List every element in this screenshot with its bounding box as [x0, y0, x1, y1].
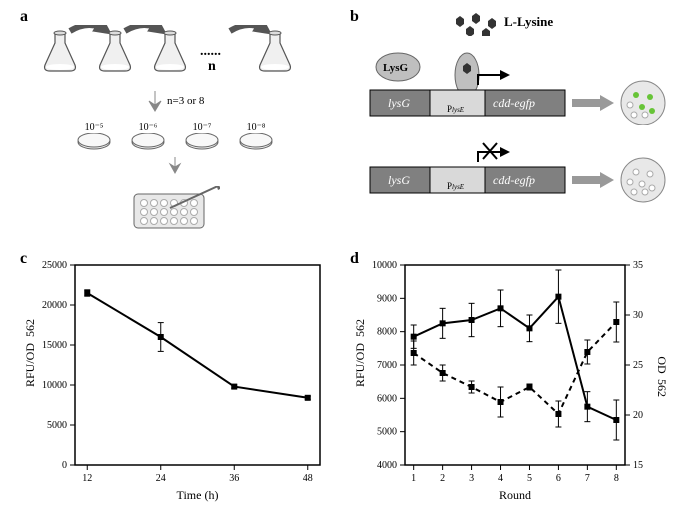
- svg-text:0: 0: [62, 460, 67, 471]
- svg-text:7: 7: [585, 473, 590, 484]
- svg-text:3: 3: [469, 473, 474, 484]
- svg-text:10000: 10000: [372, 260, 397, 271]
- svg-text:48: 48: [303, 473, 313, 484]
- svg-text:20000: 20000: [42, 300, 67, 311]
- svg-text:35: 35: [633, 260, 643, 271]
- svg-text:10000: 10000: [42, 380, 67, 391]
- dilution-label: 10⁻⁶: [139, 122, 158, 133]
- svg-text:6: 6: [556, 473, 561, 484]
- multiwell-plate: [20, 186, 330, 232]
- panel-a: ...... n n=3 or 8 10⁻⁵ 10⁻⁶ 10⁻⁷ 10⁻⁸: [20, 10, 330, 240]
- n-label: n: [208, 59, 216, 74]
- transfer-arrow: n=3 or 8: [20, 89, 330, 118]
- svg-text:30: 30: [633, 310, 643, 321]
- dilution-label: 10⁻⁸: [247, 122, 266, 133]
- svg-text:Time (h): Time (h): [177, 488, 219, 502]
- tss-arrow-icon: [478, 75, 502, 85]
- svg-text:25: 25: [633, 360, 643, 371]
- flask-icon: [155, 31, 186, 71]
- svg-text:RFU/OD: RFU/OD: [23, 343, 37, 387]
- ligand-row: L-Lysine: [350, 10, 670, 41]
- panel-c-chart: 0 5000 10000 15000 20000 25000 12 24 36 48 Time (h…: [20, 250, 330, 510]
- dilution-label: 10⁻⁵: [85, 122, 104, 133]
- svg-text:4: 4: [498, 473, 503, 484]
- svg-text:5000: 5000: [47, 420, 67, 431]
- lysg-protein-label: LysG: [383, 62, 409, 74]
- svg-text:5000: 5000: [377, 427, 397, 438]
- promoter-label: PlysE: [447, 104, 465, 114]
- petri-dish: 10⁻⁷: [184, 122, 220, 151]
- svg-text:8: 8: [614, 473, 619, 484]
- svg-text:24: 24: [156, 473, 166, 484]
- svg-text:RFU/OD: RFU/OD: [353, 343, 367, 387]
- svg-text:562: 562: [23, 319, 37, 337]
- flask-icon: [100, 31, 131, 71]
- flask-arrow-row: ...... n: [20, 25, 330, 85]
- svg-text:Round: Round: [499, 488, 531, 502]
- svg-text:36: 36: [229, 473, 239, 484]
- svg-text:7000: 7000: [377, 360, 397, 371]
- plate-arrow: [20, 155, 330, 180]
- svg-text:1: 1: [411, 473, 416, 484]
- svg-text:15000: 15000: [42, 340, 67, 351]
- svg-text:20: 20: [633, 410, 643, 421]
- svg-text:562: 562: [353, 319, 367, 337]
- petri-dish: 10⁻⁶: [130, 122, 166, 151]
- ligand-label: L-Lysine: [504, 14, 553, 29]
- reporter-gene-label: cdd-egfp: [493, 173, 535, 187]
- svg-text:9000: 9000: [377, 293, 397, 304]
- svg-text:6000: 6000: [377, 393, 397, 404]
- dots-label: ......: [200, 44, 221, 59]
- petri-dish: 10⁻⁸: [238, 122, 274, 151]
- n-value-label: n=3 or 8: [167, 95, 205, 107]
- svg-text:2: 2: [440, 473, 445, 484]
- petri-dish: 10⁻⁵: [76, 122, 112, 151]
- panel-b: L-Lysine LysG lysG PlysE cdd-egfp: [350, 10, 670, 240]
- flask-icon: [260, 31, 291, 71]
- flask-icon: [45, 31, 76, 71]
- svg-text:25000: 25000: [42, 260, 67, 271]
- svg-text:4000: 4000: [377, 460, 397, 471]
- lysg-gene-label: lysG: [388, 173, 410, 187]
- svg-text:15: 15: [633, 460, 643, 471]
- svg-text:562: 562: [655, 379, 669, 397]
- svg-text:12: 12: [82, 473, 92, 484]
- svg-text:5: 5: [527, 473, 532, 484]
- lysg-gene-label: lysG: [388, 96, 410, 110]
- petri-row: 10⁻⁵ 10⁻⁶ 10⁻⁷ 10⁻⁸: [20, 122, 330, 151]
- promoter-label: PlysE: [447, 181, 465, 191]
- dilution-label: 10⁻⁷: [193, 122, 212, 133]
- panel-d-chart: 4000500060007000800090001000015202530351…: [350, 250, 670, 510]
- reporter-gene-label: cdd-egfp: [493, 96, 535, 110]
- lysine-hexagon-icon: [456, 13, 496, 36]
- svg-text:8000: 8000: [377, 327, 397, 338]
- svg-text:OD: OD: [655, 356, 669, 374]
